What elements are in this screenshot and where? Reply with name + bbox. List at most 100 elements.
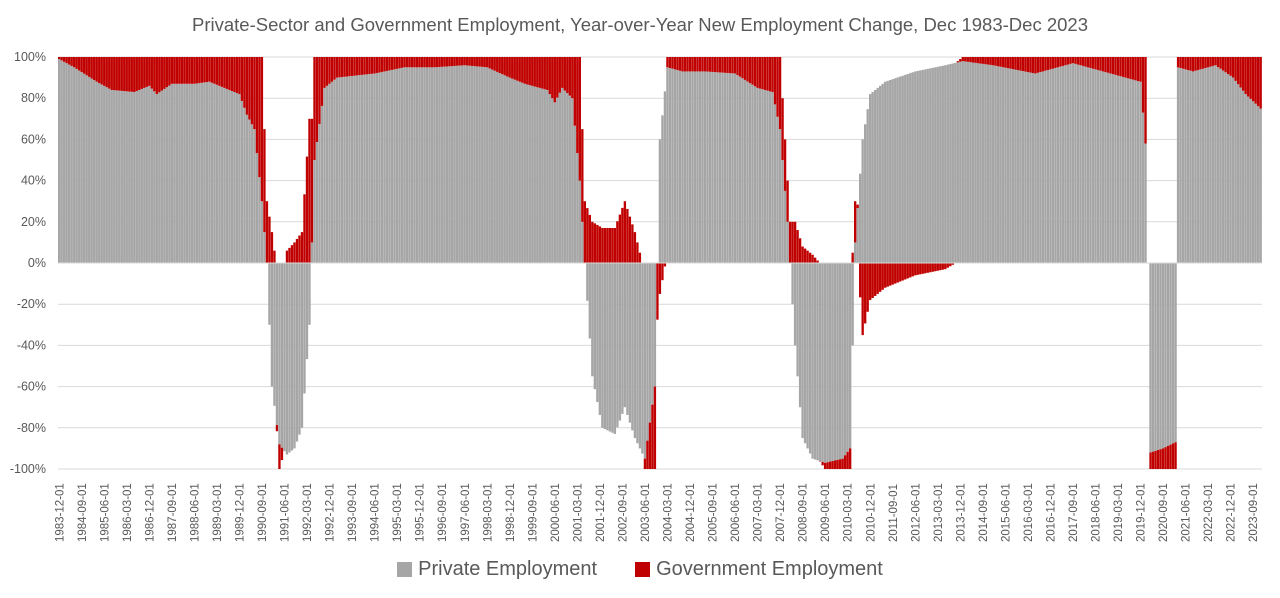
private-bar — [1064, 65, 1067, 264]
government-bar — [218, 57, 221, 86]
private-bar — [295, 263, 299, 442]
government-bar — [273, 250, 276, 263]
government-bar — [103, 57, 106, 86]
private-bar — [1224, 72, 1227, 263]
government-bar — [956, 61, 959, 63]
government-bar — [408, 57, 411, 68]
private-bar — [548, 94, 551, 263]
government-bar — [110, 57, 113, 90]
private-bar — [596, 263, 599, 403]
government-bar — [90, 57, 93, 79]
government-bar — [508, 57, 511, 78]
private-bar — [671, 68, 674, 263]
government-bar — [934, 263, 937, 272]
government-bar — [648, 422, 652, 469]
government-bar — [523, 57, 526, 84]
private-bar — [345, 76, 349, 263]
government-bar — [1179, 57, 1182, 68]
private-bar — [663, 91, 667, 263]
government-bar — [676, 57, 679, 71]
private-bar — [876, 87, 879, 264]
government-bar — [706, 57, 709, 72]
private-bar — [168, 85, 171, 263]
private-bar — [976, 63, 979, 264]
private-bar — [1039, 72, 1042, 263]
private-bar — [1111, 74, 1115, 263]
private-bar — [300, 263, 304, 428]
government-bar — [295, 238, 299, 263]
government-bar — [398, 57, 401, 69]
private-bar — [1229, 75, 1232, 263]
private-bar — [879, 85, 882, 263]
private-bar — [1051, 68, 1055, 263]
private-bar — [1141, 112, 1145, 264]
private-bar — [113, 90, 116, 263]
government-bar — [1076, 57, 1080, 65]
government-bar — [949, 263, 952, 267]
government-bar — [350, 57, 354, 76]
x-tick-label: 1995-12-01 — [415, 483, 427, 542]
x-tick-label: 1992-12-01 — [325, 483, 337, 542]
government-bar — [806, 250, 809, 263]
government-bar — [130, 57, 133, 92]
government-bar — [228, 57, 231, 90]
private-bar — [328, 83, 331, 263]
government-bar — [681, 57, 684, 72]
government-bar — [1049, 57, 1052, 70]
private-bar — [118, 90, 121, 264]
government-bar — [578, 57, 581, 181]
government-bar — [1231, 57, 1235, 78]
private-bar — [1021, 71, 1025, 263]
x-tick-label: 2004-03-01 — [663, 483, 675, 542]
private-bar — [68, 64, 71, 263]
government-bar — [1016, 57, 1020, 71]
x-tick-label: 1989-03-01 — [212, 483, 224, 542]
private-bar — [75, 68, 78, 264]
private-bar — [245, 114, 249, 264]
private-bar — [633, 263, 637, 439]
private-bar — [831, 263, 834, 462]
x-tick-label: 2023-09-01 — [1248, 483, 1260, 542]
private-bar — [921, 69, 924, 264]
private-bar — [125, 91, 128, 263]
private-bar — [823, 263, 827, 463]
private-bar — [718, 72, 722, 263]
government-bar — [1134, 57, 1137, 81]
government-bar — [548, 57, 551, 95]
private-bar — [861, 139, 864, 263]
x-tick-label: 2021-06-01 — [1181, 483, 1193, 542]
legend-label-government: Government Employment — [656, 558, 883, 580]
government-bar — [566, 57, 569, 94]
government-bar — [288, 247, 291, 263]
x-tick-label: 2003-06-01 — [640, 483, 652, 542]
private-bar — [558, 92, 561, 264]
private-bar — [230, 90, 234, 264]
private-bar — [148, 85, 151, 263]
government-bar — [105, 57, 108, 88]
government-bar — [60, 57, 63, 61]
private-bar — [894, 78, 897, 263]
private-bar — [1036, 72, 1040, 263]
x-tick-label: 2014-09-01 — [978, 483, 990, 542]
government-bar — [581, 129, 584, 222]
private-bar — [593, 263, 597, 390]
private-bar — [949, 64, 952, 263]
private-bar — [213, 83, 216, 263]
government-bar — [753, 57, 757, 87]
government-bar — [1139, 57, 1142, 82]
government-bar — [1259, 57, 1262, 109]
government-bar — [466, 57, 469, 66]
government-bar — [1189, 57, 1192, 71]
private-bar — [483, 67, 486, 263]
private-bar — [260, 201, 264, 263]
private-bar — [238, 94, 241, 263]
government-bar — [70, 57, 73, 66]
private-bar — [881, 83, 884, 263]
private-bar — [951, 63, 954, 263]
government-bar — [666, 57, 669, 68]
government-bar — [944, 263, 947, 270]
private-bar — [591, 263, 594, 377]
private-bar — [303, 263, 306, 394]
government-bar — [974, 57, 977, 63]
government-bar — [1069, 57, 1072, 64]
